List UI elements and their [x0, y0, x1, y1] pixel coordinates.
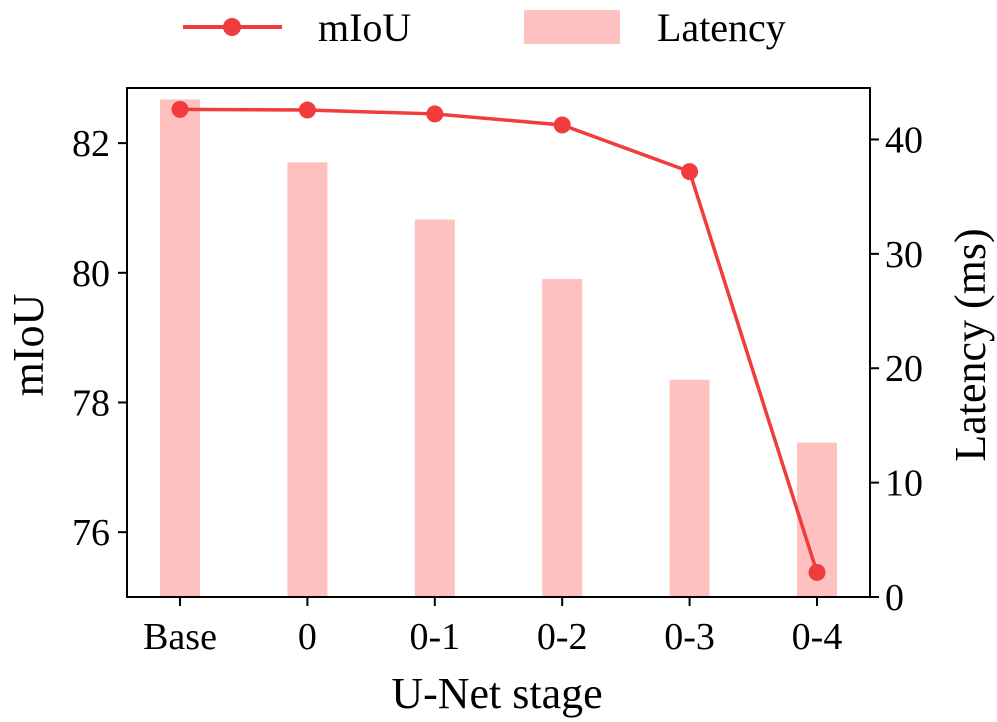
x-tick-label-4: 0-3	[664, 616, 715, 658]
latency-bar-3	[542, 279, 583, 597]
miou-point-0	[171, 100, 189, 118]
y-right-tick-label-0: 0	[885, 577, 904, 619]
y-left-tick-label-1: 78	[72, 382, 110, 424]
latency-bars	[160, 99, 837, 598]
y-right-tick-label-4: 40	[885, 119, 923, 161]
x-axis: Base 0 0-1 0-2 0-3 0-4	[143, 597, 842, 658]
legend-label-latency: Latency	[657, 5, 786, 50]
y-right-tick-label-1: 10	[885, 463, 923, 505]
plot-frame	[126, 87, 871, 598]
legend-dot-marker	[223, 18, 241, 36]
latency-bar-0	[160, 99, 200, 597]
miou-point-4	[681, 163, 699, 181]
y-axis-right: 0 10 20 30 40	[870, 119, 923, 619]
legend-bar-swatch	[524, 10, 620, 44]
miou-point-1	[298, 101, 316, 119]
legend-label-miou: mIoU	[318, 5, 411, 50]
miou-line-path	[179, 107, 819, 573]
legend: mIoU Latency	[183, 5, 786, 50]
latency-bar-2	[414, 219, 455, 598]
x-tick-label-5: 0-4	[792, 616, 843, 658]
miou-point-5	[808, 563, 826, 581]
miou-point-2	[426, 105, 444, 123]
y-right-tick-label-3: 30	[885, 234, 923, 276]
y-axis-right-title: Latency (ms)	[946, 228, 995, 461]
miou-line	[171, 100, 826, 581]
latency-bar-1	[287, 162, 328, 597]
x-tick-label-3: 0-2	[537, 616, 588, 658]
x-tick-label-1: 0	[298, 616, 317, 658]
x-axis-title: U-Net stage	[391, 669, 602, 718]
miou-point-3	[553, 116, 571, 134]
y-left-tick-label-2: 80	[72, 253, 110, 295]
y-right-tick-label-2: 20	[885, 348, 923, 390]
x-tick-label-0: Base	[143, 616, 217, 658]
y-axis-left: 76 78 80 82	[72, 123, 127, 554]
y-left-tick-label-3: 82	[72, 123, 110, 165]
y-left-tick-label-0: 76	[72, 512, 110, 554]
latency-bar-4	[669, 379, 710, 597]
y-axis-left-title: mIoU	[4, 294, 53, 397]
x-tick-label-2: 0-1	[409, 616, 460, 658]
